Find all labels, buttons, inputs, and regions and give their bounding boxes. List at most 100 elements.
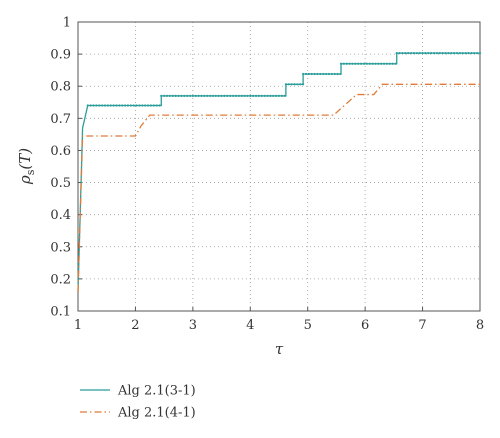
series-marker	[208, 94, 212, 97]
series-marker	[362, 62, 366, 65]
series-marker	[249, 94, 252, 97]
series-marker	[203, 94, 206, 97]
series-marker	[458, 52, 461, 55]
series-marker	[307, 72, 310, 76]
series-marker	[214, 94, 217, 97]
series-marker	[126, 104, 130, 107]
series-marker	[168, 94, 171, 97]
series-marker	[357, 62, 360, 65]
series-marker	[135, 104, 138, 107]
series-marker	[121, 104, 124, 107]
y-axis: 0.1 0.2 0.3 0.4 0.5 0.6 0.7 0.8 0.9 1	[50, 16, 82, 320]
y-tick-label: 1	[63, 16, 71, 31]
series-marker	[395, 52, 398, 55]
series-marker	[177, 94, 180, 97]
series-marker	[430, 52, 433, 55]
y-tick-label: 0.3	[50, 240, 71, 255]
series-marker	[95, 104, 98, 107]
series-marker	[415, 52, 418, 55]
series-marker	[101, 104, 104, 107]
series-marker	[302, 72, 305, 76]
x-tick-label: 3	[189, 318, 197, 333]
legend-item-1: Alg 2.1(3-1)	[80, 384, 196, 399]
series-marker	[263, 94, 266, 97]
series-marker	[360, 62, 363, 65]
series-marker	[455, 52, 459, 55]
y-tick-label: 0.6	[50, 144, 71, 159]
series-marker	[407, 52, 410, 55]
series-marker	[412, 52, 416, 55]
series-marker	[277, 94, 281, 97]
series-marker	[92, 104, 95, 107]
series-marker	[310, 72, 313, 76]
series-marker	[217, 94, 220, 97]
series-marker	[229, 94, 232, 97]
grid	[78, 22, 480, 311]
series-marker	[365, 62, 368, 65]
series-marker	[89, 104, 92, 107]
y-axis-label-sub: s	[24, 169, 37, 175]
series-marker	[206, 94, 209, 97]
series-marker	[86, 104, 89, 107]
series-marker	[163, 94, 166, 97]
series-marker	[254, 94, 258, 97]
series-marker	[398, 52, 401, 55]
series-marker	[191, 94, 194, 97]
series-marker	[146, 104, 150, 107]
series-marker	[226, 94, 229, 97]
series-marker	[377, 62, 380, 65]
series-marker	[388, 62, 391, 65]
series-marker	[385, 62, 389, 65]
series-marker	[272, 94, 275, 97]
x-tick-label: 8	[476, 318, 484, 333]
series-marker	[290, 83, 293, 86]
series-marker	[450, 52, 453, 55]
series-marker	[319, 72, 322, 76]
series-1	[77, 52, 482, 292]
series-marker	[284, 83, 287, 86]
series-marker	[333, 72, 336, 76]
series-marker	[252, 94, 255, 97]
y-tick-label: 0.2	[50, 272, 71, 287]
series-marker	[109, 104, 112, 107]
series-marker	[473, 52, 476, 55]
series-marker	[432, 52, 436, 55]
series-marker	[342, 62, 345, 65]
series-marker	[304, 72, 308, 76]
plot-frame	[77, 21, 481, 312]
series-marker	[231, 94, 235, 97]
series-marker	[237, 94, 240, 97]
y-tick-label: 0.9	[50, 48, 71, 63]
series-marker	[160, 94, 163, 97]
x-tick-label: 7	[418, 318, 426, 333]
series-marker	[194, 94, 197, 97]
series-marker	[380, 62, 383, 65]
series-marker	[246, 94, 249, 97]
series-2	[77, 83, 480, 292]
series-marker	[118, 104, 121, 107]
series-marker	[275, 94, 278, 97]
series-marker	[257, 94, 260, 97]
series-marker	[243, 94, 246, 97]
series-marker	[138, 104, 141, 107]
legend-label: Alg 2.1(4-1)	[117, 406, 196, 421]
series-marker	[299, 83, 302, 86]
series-marker	[144, 104, 147, 107]
series-marker	[316, 72, 319, 76]
series-marker	[188, 94, 192, 97]
series-marker	[438, 52, 441, 55]
series-marker	[348, 62, 351, 65]
series-marker	[374, 62, 377, 65]
series-marker	[371, 62, 374, 65]
series-marker	[368, 62, 371, 65]
series-marker	[287, 83, 290, 86]
series-marker	[444, 52, 447, 55]
legend-item-2: Alg 2.1(4-1)	[80, 406, 196, 421]
series-marker	[324, 72, 328, 76]
series-marker	[149, 104, 153, 107]
series-marker	[339, 72, 342, 76]
series-marker	[351, 62, 354, 65]
series-marker	[129, 104, 132, 107]
series-marker	[123, 104, 127, 107]
